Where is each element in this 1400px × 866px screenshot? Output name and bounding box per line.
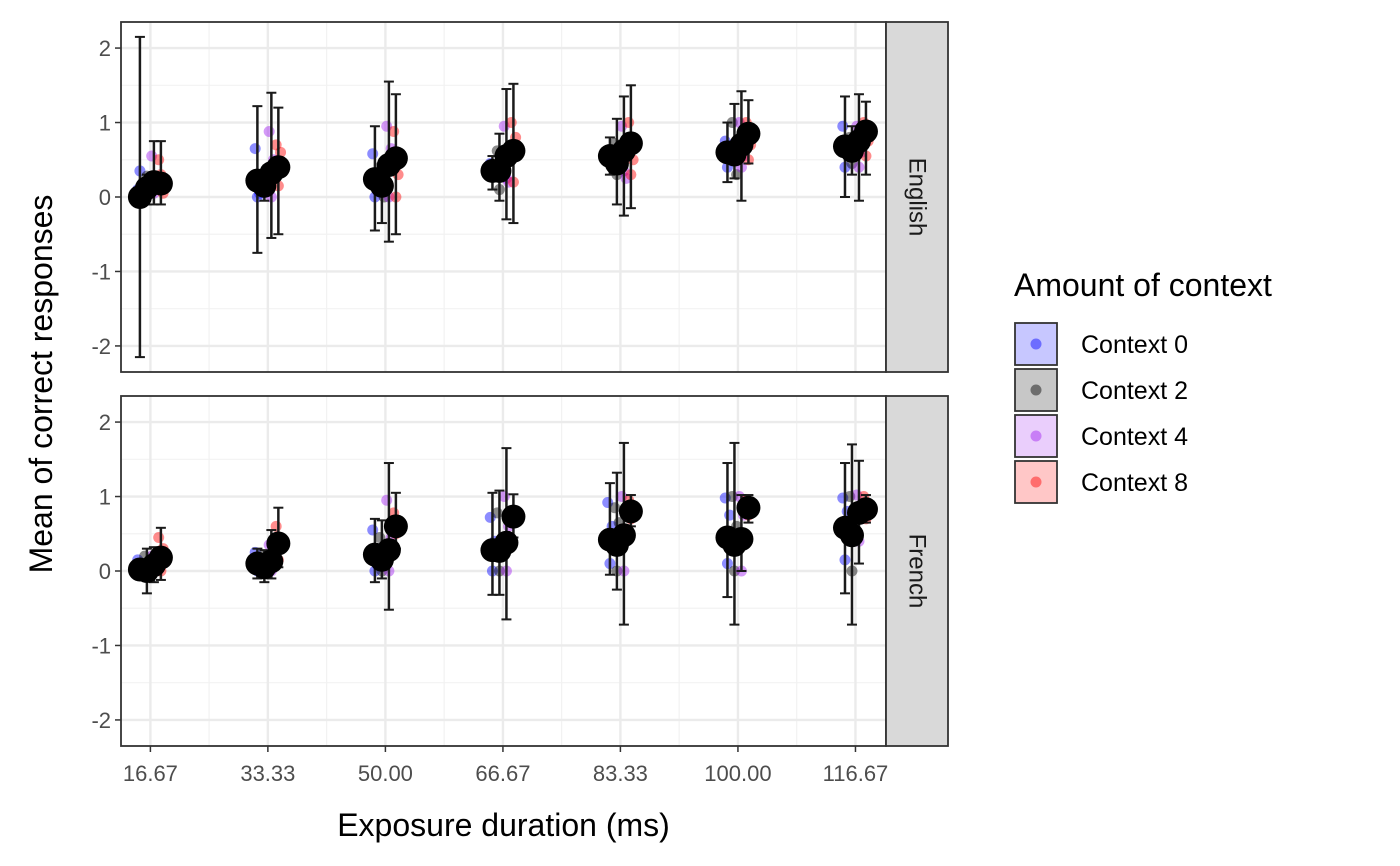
data-point [381,494,393,506]
legend-key-context-2: Context 2 [1014,368,1188,412]
legend-key-swatch [1014,368,1058,412]
y-tick-label: 0 [99,185,111,210]
legend-key-context-0: Context 0 [1014,322,1188,366]
mean-marker [839,523,864,548]
y-tick-label: 2 [99,410,111,435]
x-tick-label: 16.67 [123,761,178,786]
mean-marker [148,545,173,570]
legend-label: Context 8 [1081,469,1188,497]
y-tick-label: -2 [91,708,111,733]
legend-key-context-4: Context 4 [1014,414,1188,458]
facet-panel-english: 2 1 0 -1 -2 English [91,21,949,373]
mean-marker [501,138,526,163]
legend-key-swatch [1014,414,1058,458]
y-tick-label: -1 [91,633,111,658]
mean-markers [127,495,878,583]
facet-strip-label: English [904,158,931,237]
data-point [153,531,165,543]
x-tick-label: 33.33 [240,761,295,786]
data-point [367,148,379,160]
mean-marker [618,131,643,156]
data-point [837,120,849,132]
legend-key-swatch [1014,322,1058,366]
y-tick-label: -1 [91,259,111,284]
mean-marker [266,155,291,180]
x-tick-label: 66.67 [475,761,530,786]
legend-title: Amount of context [1014,267,1272,303]
legend-key-point [1030,430,1042,442]
legend-label: Context 0 [1081,331,1188,359]
legend-key-context-8: Context 8 [1014,460,1188,504]
panels-layer: 2 1 0 -1 -2 English 2 1 0 -1 -2 French [91,21,949,747]
y-tick-label: 2 [99,36,111,61]
mean-marker [618,499,643,524]
legend-key-point [1030,476,1042,488]
legend-key-point [1030,338,1042,350]
mean-marker [383,146,408,171]
y-tick-label: 0 [99,559,111,584]
mean-markers [127,119,878,209]
mean-marker [266,531,291,556]
y-axis-title: Mean of correct responses [23,195,59,574]
legend-key-point [1030,384,1042,396]
x-axis: 16.67 33.33 50.00 66.67 83.33 100.00 116.67 [123,746,888,786]
mean-marker [369,173,394,198]
legend-label: Context 4 [1081,423,1188,451]
mean-marker [383,514,408,539]
mean-marker [494,530,519,555]
legend-key-swatch [1014,460,1058,504]
mean-marker [611,523,636,548]
facet-panel-french: 2 1 0 -1 -2 French [91,395,949,747]
mean-marker [729,526,754,551]
x-tick-label: 100.00 [704,761,771,786]
y-tick-label: -2 [91,334,111,359]
x-tick-label: 83.33 [593,761,648,786]
x-tick-label: 116.67 [823,761,889,786]
data-point [249,143,261,155]
mean-marker [501,504,526,529]
y-tick-label: 1 [99,111,111,136]
facet-strip [885,21,949,373]
x-axis-title: Exposure duration (ms) [337,807,670,843]
facet-strip [885,395,949,747]
mean-marker [736,121,761,146]
mean-marker [853,497,878,522]
mean-marker [376,538,401,563]
data-point [263,125,275,137]
mean-marker [853,119,878,144]
facet-strip-label: French [904,534,931,609]
mean-marker [736,495,761,520]
legend: Amount of context Context 0 Context 2 Cont… [1014,267,1272,504]
x-tick-label: 50.00 [358,761,413,786]
y-tick-label: 1 [99,485,111,510]
mean-marker [148,171,173,196]
legend-label: Context 2 [1081,377,1188,405]
